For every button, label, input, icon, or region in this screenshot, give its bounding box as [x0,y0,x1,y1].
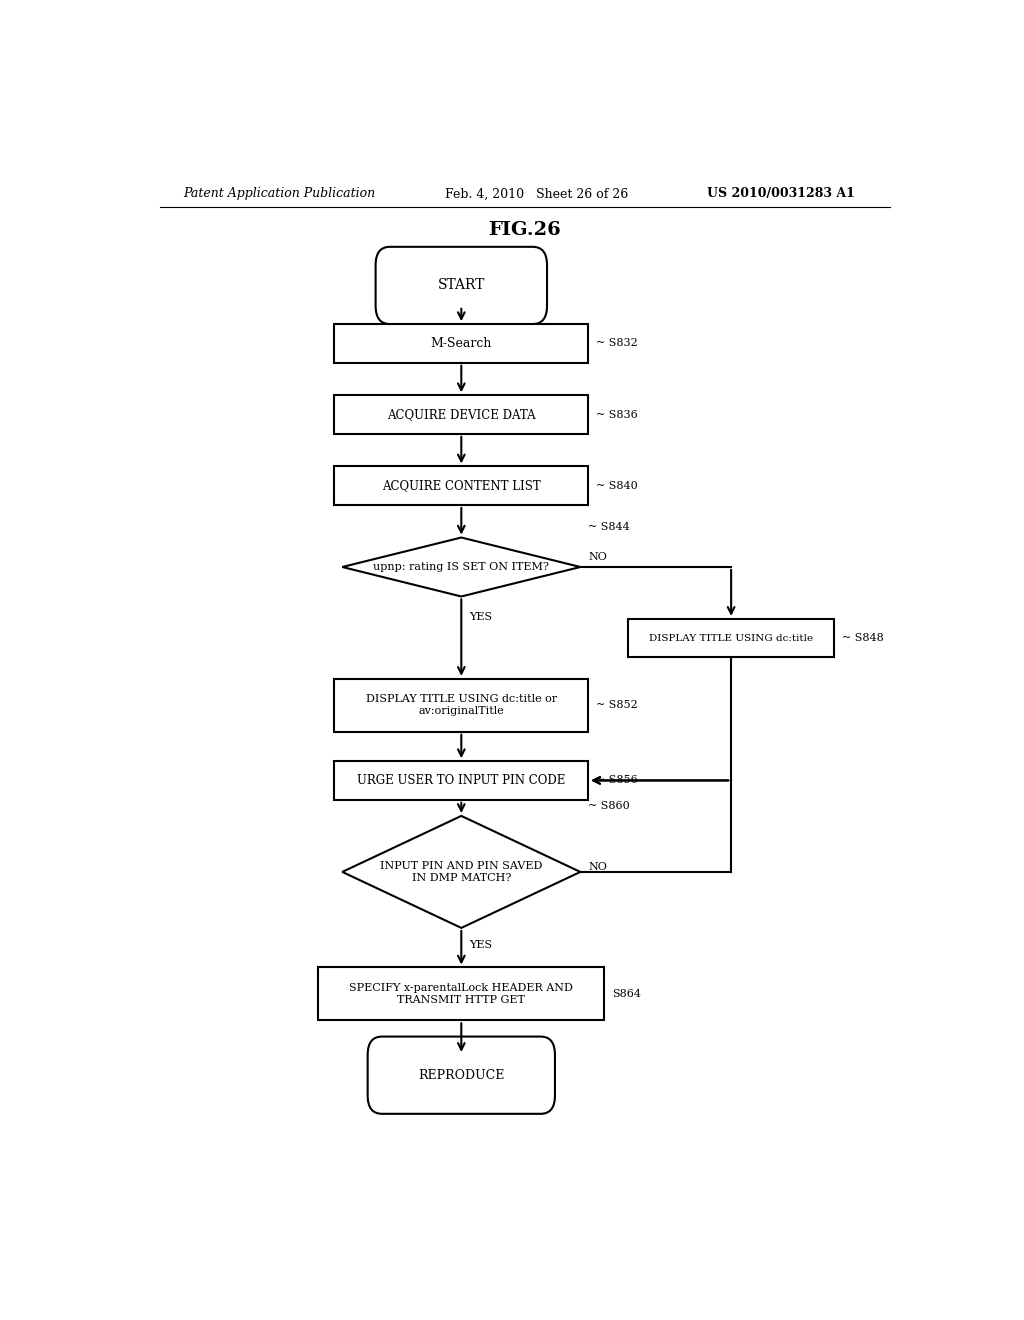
Polygon shape [342,816,581,928]
Text: YES: YES [469,940,493,950]
Text: ~ S832: ~ S832 [596,338,638,348]
Bar [334,678,588,731]
Text: US 2010/0031283 A1: US 2010/0031283 A1 [708,187,855,201]
Text: INPUT PIN AND PIN SAVED
IN DMP MATCH?: INPUT PIN AND PIN SAVED IN DMP MATCH? [380,861,543,883]
Bar [334,325,588,363]
Polygon shape [342,537,581,597]
Text: SPECIFY x-parentalLock HEADER AND
TRANSMIT HTTP GET: SPECIFY x-parentalLock HEADER AND TRANSM… [349,983,573,1005]
Text: DISPLAY TITLE USING dc:title or
av:originalTitle: DISPLAY TITLE USING dc:title or av:origi… [366,694,557,715]
Text: ~ S836: ~ S836 [596,409,638,420]
Bar [628,619,835,657]
Text: ACQUIRE DEVICE DATA: ACQUIRE DEVICE DATA [387,408,536,421]
Bar [318,968,604,1020]
FancyBboxPatch shape [368,1036,555,1114]
Text: M-Search: M-Search [431,337,492,350]
Text: REPRODUCE: REPRODUCE [418,1069,505,1081]
Bar [334,466,588,506]
Text: START: START [437,279,485,293]
Text: upnp: rating IS SET ON ITEM?: upnp: rating IS SET ON ITEM? [374,562,549,572]
Text: S864: S864 [612,989,641,999]
Text: ~ S840: ~ S840 [596,480,638,491]
Bar [334,395,588,434]
Text: Patent Application Publication: Patent Application Publication [183,187,376,201]
Text: Feb. 4, 2010   Sheet 26 of 26: Feb. 4, 2010 Sheet 26 of 26 [445,187,629,201]
Bar [334,762,588,800]
Text: ~ S860: ~ S860 [588,801,630,810]
FancyBboxPatch shape [376,247,547,325]
Text: DISPLAY TITLE USING dc:title: DISPLAY TITLE USING dc:title [649,634,813,643]
Text: ACQUIRE CONTENT LIST: ACQUIRE CONTENT LIST [382,479,541,492]
Text: ~ S848: ~ S848 [842,634,884,643]
Text: ~ S852: ~ S852 [596,700,638,710]
Text: URGE USER TO INPUT PIN CODE: URGE USER TO INPUT PIN CODE [357,774,565,787]
Text: NO: NO [588,552,607,562]
Text: ~ S856: ~ S856 [596,775,638,785]
Text: ~ S844: ~ S844 [588,523,630,532]
Text: YES: YES [469,611,493,622]
Text: NO: NO [588,862,607,871]
Text: FIG.26: FIG.26 [488,220,561,239]
